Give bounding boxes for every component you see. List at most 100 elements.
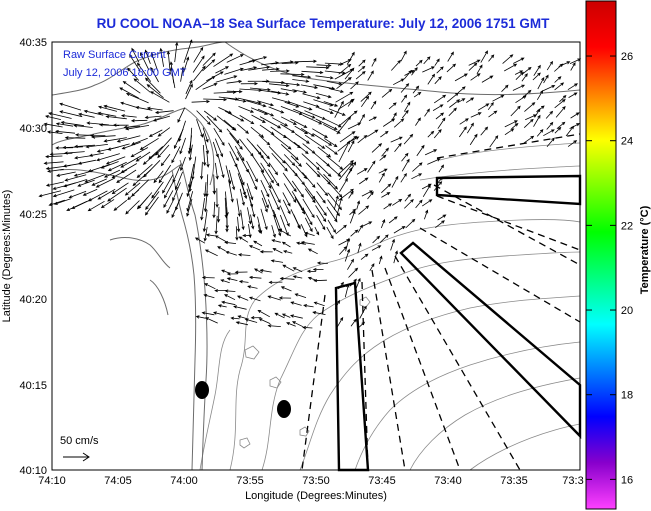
current-vector-arrow (533, 64, 541, 76)
current-vector-arrow (316, 190, 326, 204)
current-vector-arrow (523, 135, 535, 144)
current-vector-arrow (391, 175, 399, 188)
current-vector-arrow (355, 71, 366, 80)
map-frame (51, 41, 581, 471)
current-vector-arrow (427, 158, 441, 165)
current-vector-arrow (97, 188, 116, 200)
current-vector-arrow (361, 221, 373, 228)
current-vector-arrow (378, 168, 388, 174)
current-vector-arrow (269, 188, 280, 211)
current-vector-arrow (116, 135, 141, 143)
current-vector-arrow (468, 59, 481, 66)
current-vector-arrow (214, 288, 227, 293)
current-vector-arrow (62, 145, 83, 150)
x-tick-label: 73:40 (434, 475, 462, 487)
current-vector-arrow (162, 174, 174, 194)
current-vector-arrow (171, 146, 181, 164)
current-vector-arrow (68, 190, 87, 199)
current-vector-arrow (416, 144, 425, 157)
current-vector-arrow (334, 100, 344, 118)
current-vector-arrow (274, 312, 285, 319)
current-vector-arrow (283, 183, 297, 203)
current-vector-arrow (212, 178, 216, 195)
current-vector-arrow (281, 241, 291, 248)
current-vector-arrow (224, 294, 236, 301)
current-vector-arrow (457, 98, 466, 104)
current-vector-arrow (338, 140, 350, 163)
radial-line (394, 255, 521, 471)
current-vector-arrow (371, 143, 383, 153)
current-vector-arrow (546, 137, 555, 147)
current-vector-arrow (370, 100, 377, 110)
current-vector-arrow (52, 189, 75, 198)
current-vector-arrow (215, 75, 238, 83)
contour-line (419, 165, 581, 181)
current-vector-arrow (144, 77, 161, 94)
current-vector-arrow (228, 169, 236, 191)
current-vector-arrow (280, 72, 305, 77)
current-vector-arrow (371, 245, 382, 251)
current-vector-arrow (344, 67, 355, 80)
current-vector-arrow (237, 315, 248, 320)
current-vector-arrow (301, 153, 320, 171)
current-vector-arrow (400, 83, 410, 93)
current-vector-arrow (261, 197, 268, 213)
current-vector-arrow (391, 59, 402, 71)
current-vector-arrow (192, 55, 205, 73)
current-vector-arrow (246, 160, 258, 183)
current-vector-arrow (537, 76, 545, 90)
current-vector-arrow (43, 161, 64, 165)
current-vector-arrow (524, 102, 536, 112)
current-vector-arrow (325, 145, 338, 155)
current-vector-arrow (226, 54, 244, 63)
current-vector-arrow (357, 65, 366, 73)
current-vector-arrow (437, 214, 447, 221)
current-vector-arrow (521, 73, 528, 82)
current-vector-arrow (393, 78, 405, 86)
current-vector-arrow (545, 110, 554, 119)
current-vector-arrow (63, 179, 87, 188)
current-vector-arrow (103, 137, 127, 143)
current-vector-arrow (504, 120, 518, 128)
current-vector-arrow (488, 54, 495, 62)
current-vector-arrow (193, 46, 204, 63)
current-vector-arrow (268, 83, 290, 88)
current-vector-arrow (327, 219, 336, 234)
current-vector-arrow (300, 241, 315, 245)
current-vector-arrow (124, 182, 141, 196)
current-vector-arrow (133, 78, 151, 93)
current-vector-arrow (185, 83, 193, 100)
current-vector-arrow (238, 106, 255, 113)
buoy-marker-west (195, 381, 209, 399)
current-vector-arrow (435, 112, 445, 120)
current-vector-arrow (224, 67, 244, 75)
current-vector-arrow (205, 317, 218, 324)
current-vector-arrow (249, 87, 272, 92)
current-vector-arrow (239, 188, 245, 206)
current-vector-arrow (347, 258, 354, 270)
coastline-bay (51, 107, 186, 146)
current-vector-arrow (536, 89, 544, 101)
current-vector-arrow (273, 215, 282, 237)
current-vector-arrow (139, 137, 159, 150)
current-vector-arrow (116, 169, 137, 184)
current-vector-arrow (224, 289, 236, 293)
current-vector-arrow (257, 100, 275, 107)
current-vector-arrow (400, 50, 407, 62)
current-vector-arrow (224, 110, 245, 122)
current-vector-arrow (213, 311, 225, 316)
current-vector-arrow (504, 128, 515, 136)
current-vector-arrow (546, 60, 553, 71)
current-vector-arrow (488, 110, 498, 118)
current-vector-arrow (357, 224, 363, 233)
current-vector-arrow (415, 117, 421, 126)
current-vector-arrow (367, 70, 374, 81)
current-vector-arrow (253, 268, 263, 274)
current-vector-arrow (336, 77, 352, 90)
current-vector-arrow (280, 106, 303, 116)
current-vector-arrow (470, 73, 481, 81)
colorbar-tick-label: 20 (621, 305, 633, 317)
current-vector-arrow (96, 153, 120, 162)
current-vector-arrow (304, 231, 315, 236)
current-vector-arrow (347, 122, 362, 130)
